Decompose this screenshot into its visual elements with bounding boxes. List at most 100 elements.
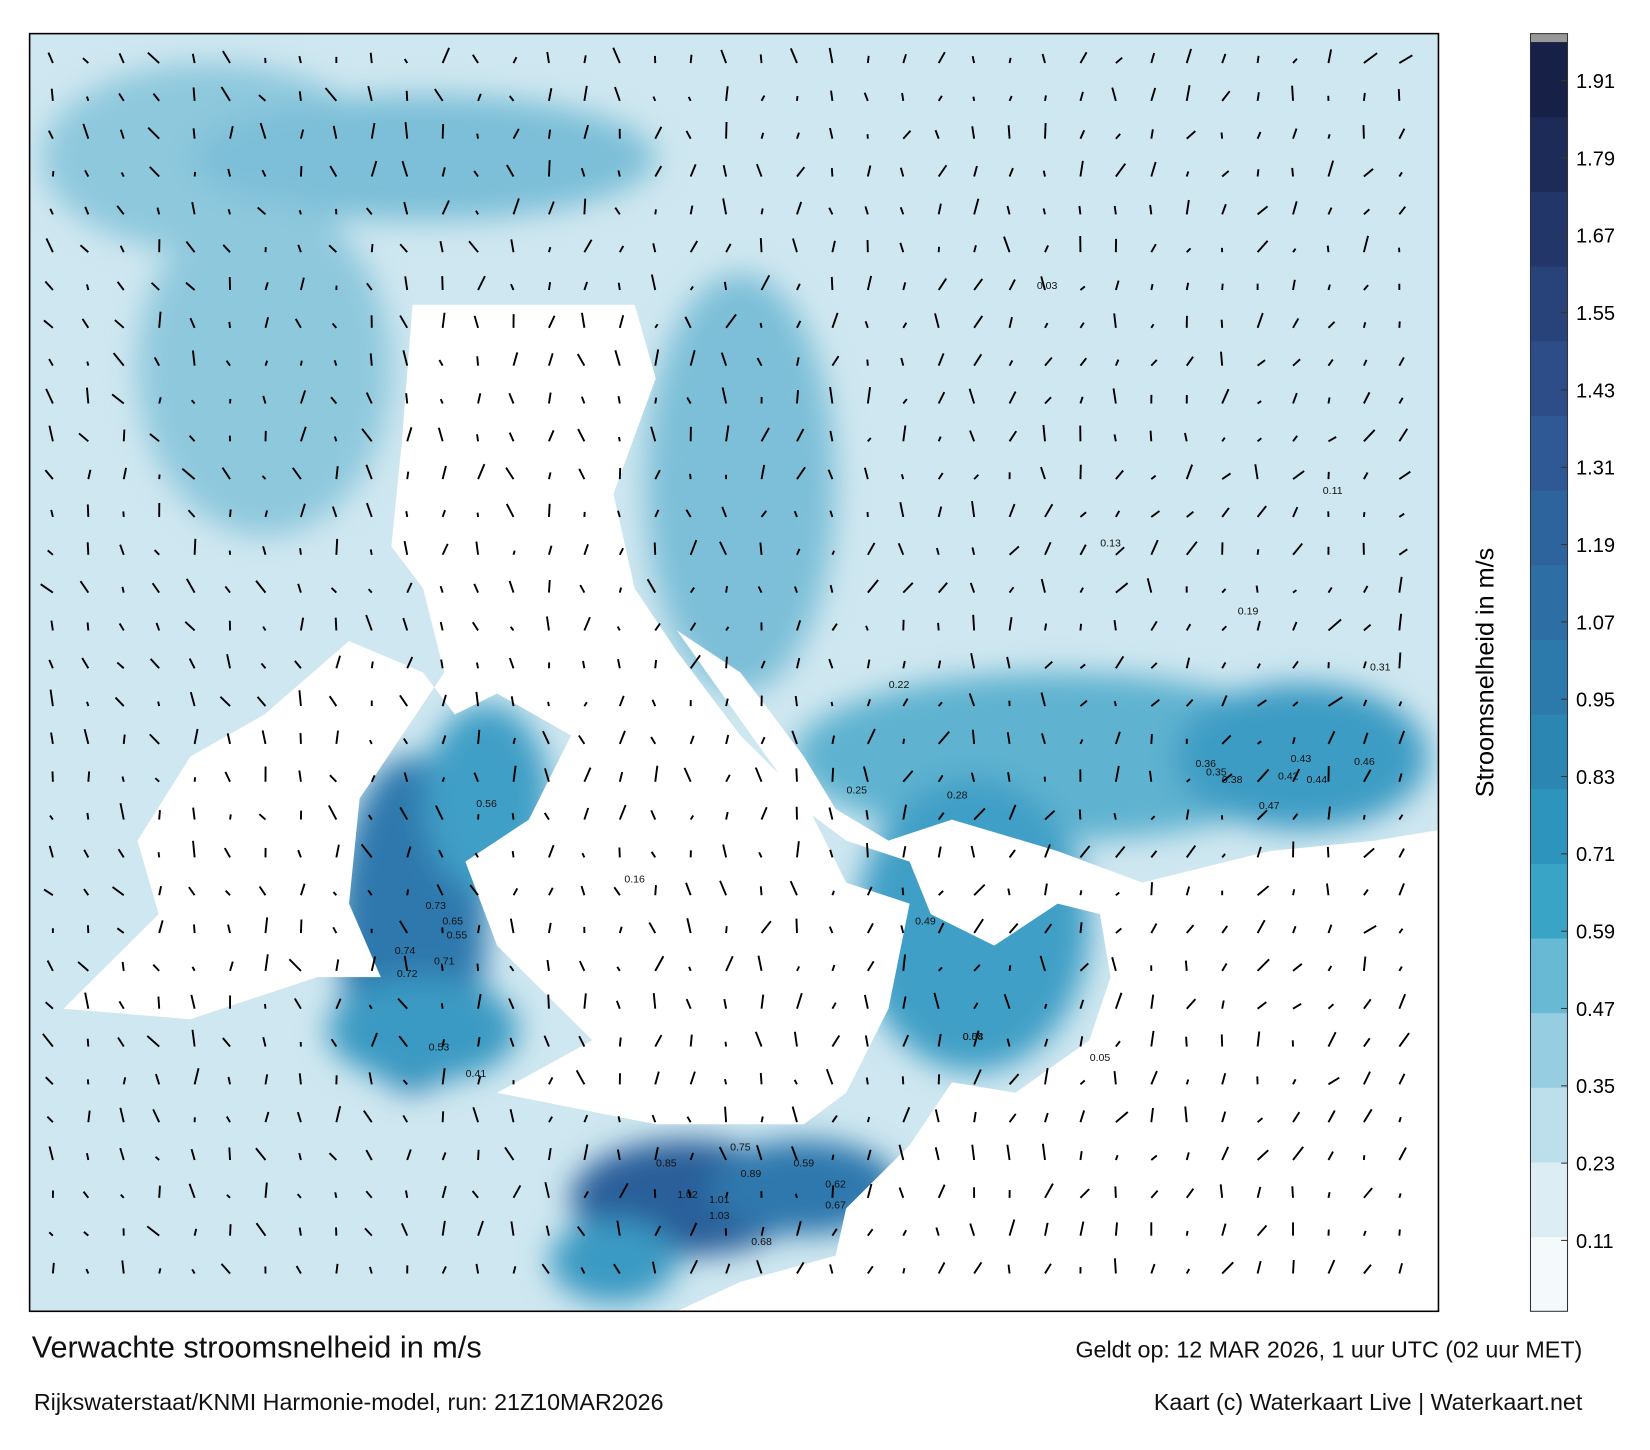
- current-arrow: [297, 583, 302, 593]
- current-arrow: [224, 771, 231, 783]
- current-arrow: [225, 890, 231, 896]
- current-arrow: [330, 396, 338, 405]
- current-arrow: [1221, 90, 1231, 102]
- current-arrow: [654, 885, 657, 896]
- current-arrow: [688, 966, 692, 972]
- current-arrow: [1291, 167, 1294, 177]
- current-arrow: [973, 807, 986, 821]
- current-arrow: [154, 1073, 161, 1085]
- current-arrow: [146, 1035, 160, 1048]
- current-arrow: [477, 993, 482, 1009]
- current-arrow: [825, 1068, 834, 1085]
- current-arrow: [257, 206, 267, 216]
- current-arrow: [119, 802, 125, 820]
- current-arrow: [1040, 578, 1046, 593]
- current-arrow: [1363, 472, 1369, 480]
- current-arrow: [122, 429, 126, 442]
- current-arrow: [1254, 464, 1259, 480]
- colorbar-tick-label: 1.79: [1576, 148, 1615, 170]
- current-arrow: [689, 1034, 693, 1047]
- current-arrow: [718, 1146, 727, 1161]
- current-arrow: [1398, 512, 1405, 518]
- current-arrow: [689, 54, 693, 64]
- current-arrow: [1327, 806, 1331, 820]
- current-arrow: [793, 1031, 798, 1047]
- current-arrow: [1115, 891, 1120, 896]
- current-arrow: [1044, 322, 1049, 329]
- current-arrow: [583, 198, 587, 215]
- current-arrow: [1007, 772, 1011, 782]
- current-arrow: [1291, 85, 1294, 101]
- current-arrow: [334, 1192, 338, 1199]
- current-arrow: [863, 467, 869, 480]
- current-arrow: [829, 510, 834, 518]
- current-arrow: [689, 1071, 696, 1085]
- current-arrow: [650, 274, 657, 291]
- current-arrow: [1079, 285, 1086, 291]
- current-arrow: [149, 166, 160, 178]
- current-arrow: [830, 90, 834, 101]
- colorbar-tick-label: 1.43: [1576, 380, 1615, 402]
- current-arrow: [43, 888, 54, 897]
- current-arrow: [152, 1108, 161, 1123]
- current-arrow: [226, 733, 231, 745]
- current-arrow: [653, 542, 657, 555]
- current-arrow: [509, 965, 515, 972]
- current-arrow: [1186, 247, 1192, 253]
- current-arrow: [1256, 240, 1269, 253]
- current-arrow: [1327, 586, 1333, 594]
- current-arrow: [370, 243, 374, 253]
- colorbar-band: [1530, 266, 1568, 342]
- current-arrow: [1292, 201, 1298, 215]
- current-arrow: [1007, 125, 1011, 139]
- current-arrow: [902, 845, 907, 858]
- current-arrow: [1079, 1221, 1085, 1236]
- current-arrow: [796, 1261, 805, 1274]
- current-arrow: [1041, 1143, 1046, 1161]
- current-arrow: [83, 849, 90, 858]
- current-arrow: [1079, 587, 1084, 594]
- current-arrow: [618, 771, 624, 782]
- current-arrow: [866, 55, 870, 64]
- colorbar-tick-label: 0.95: [1576, 690, 1615, 712]
- current-arrow: [49, 689, 54, 707]
- current-arrow: [866, 1116, 871, 1123]
- current-arrow: [902, 282, 907, 291]
- current-arrow: [756, 1145, 763, 1161]
- current-arrow: [1363, 359, 1368, 367]
- current-arrow: [721, 506, 727, 518]
- current-arrow: [829, 849, 834, 858]
- current-arrow: [578, 468, 586, 480]
- current-arrow: [190, 1148, 196, 1161]
- current-arrow: [1078, 809, 1082, 820]
- current-arrow: [686, 1116, 692, 1123]
- current-arrow: [935, 1227, 940, 1236]
- current-arrow: [1398, 54, 1413, 64]
- current-arrow: [760, 660, 766, 669]
- colorbar-tick-label: 0.11: [1576, 1231, 1614, 1253]
- current-arrow: [973, 1069, 982, 1085]
- current-arrow: [1398, 928, 1404, 934]
- current-arrow: [1397, 89, 1401, 101]
- current-arrow: [1398, 993, 1407, 1010]
- current-arrow: [368, 1004, 373, 1010]
- current-arrow: [1150, 1070, 1158, 1085]
- current-arrow: [1221, 1000, 1225, 1009]
- current-arrow: [1327, 1191, 1331, 1199]
- current-arrow: [902, 996, 907, 1009]
- current-arrow: [973, 1111, 977, 1123]
- current-arrow: [370, 956, 377, 972]
- current-arrow: [898, 1187, 905, 1199]
- current-arrow: [689, 1259, 698, 1274]
- current-arrow: [1150, 359, 1158, 367]
- current-arrow: [87, 771, 91, 782]
- current-arrow: [1363, 52, 1378, 64]
- current-arrow: [583, 993, 587, 1009]
- current-arrow: [1220, 132, 1224, 139]
- current-arrow: [1292, 768, 1301, 783]
- current-arrow: [754, 1031, 763, 1047]
- current-arrow: [725, 656, 728, 669]
- current-arrow: [256, 696, 267, 707]
- current-arrow: [654, 323, 659, 329]
- current-arrow: [685, 882, 692, 896]
